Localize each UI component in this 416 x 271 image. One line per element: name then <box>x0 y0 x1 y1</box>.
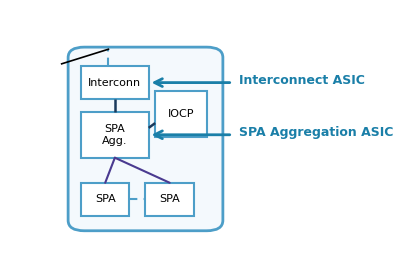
Text: SPA: SPA <box>159 195 180 204</box>
FancyBboxPatch shape <box>81 183 129 216</box>
Text: SPA
Agg.: SPA Agg. <box>102 124 128 146</box>
FancyBboxPatch shape <box>146 183 194 216</box>
FancyBboxPatch shape <box>81 112 149 158</box>
Text: IOCP: IOCP <box>168 109 194 119</box>
FancyBboxPatch shape <box>68 47 223 231</box>
Text: SPA Aggregation ASIC: SPA Aggregation ASIC <box>239 126 394 139</box>
Text: Interconnect ASIC: Interconnect ASIC <box>239 74 365 87</box>
FancyBboxPatch shape <box>81 66 149 99</box>
FancyBboxPatch shape <box>155 91 207 137</box>
Text: SPA: SPA <box>95 195 116 204</box>
Text: Interconn: Interconn <box>88 78 141 88</box>
